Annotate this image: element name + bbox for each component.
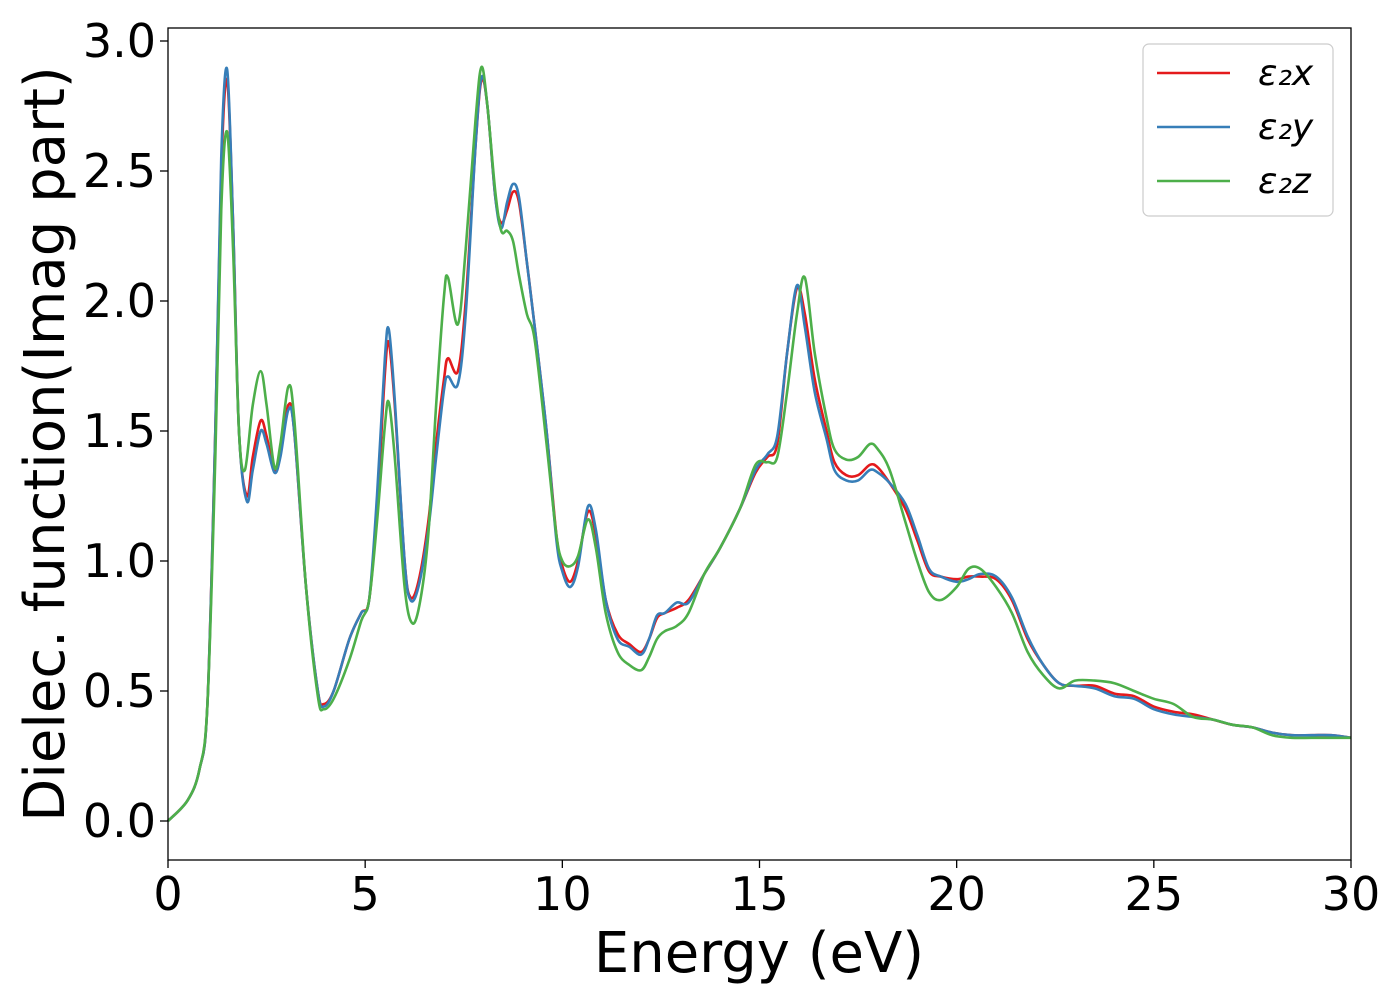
x-tick-label: 0 (153, 867, 182, 921)
legend-label-2: ε₂z (1258, 161, 1312, 202)
y-tick-label: 2.0 (83, 274, 156, 328)
x-axis: 0 5 10 15 20 25 30 (153, 860, 1380, 921)
y-axis-label: Dielec. function(Imag part) (13, 66, 78, 822)
series-line-1 (167, 66, 1352, 822)
x-tick-label: 20 (927, 867, 986, 921)
x-axis-label: Energy (eV) (594, 921, 924, 986)
legend-items: ε₂x ε₂y ε₂z (1157, 53, 1314, 202)
x-tick-label: 30 (1322, 867, 1381, 921)
legend-box (1142, 43, 1334, 217)
legend: ε₂x ε₂y ε₂z (1142, 43, 1334, 217)
y-tick-label: 1.5 (83, 404, 156, 458)
y-tick-label: 1.0 (83, 534, 156, 588)
x-tick-label: 5 (351, 867, 380, 921)
plot-lines (167, 65, 1352, 822)
y-axis: 0.0 0.5 1.0 1.5 2.0 2.5 3.0 (83, 14, 168, 848)
y-tick-label: 0.0 (83, 794, 156, 848)
y-tick-label: 2.5 (83, 144, 156, 198)
x-tick-label: 10 (533, 867, 592, 921)
legend-label-1: ε₂y (1258, 107, 1314, 148)
x-tick-label: 25 (1125, 867, 1184, 921)
legend-label-0: ε₂x (1258, 53, 1314, 94)
y-tick-label: 0.5 (83, 664, 156, 718)
y-tick-label: 3.0 (83, 14, 156, 68)
x-tick-label: 15 (730, 867, 789, 921)
series-line-2 (167, 65, 1351, 822)
